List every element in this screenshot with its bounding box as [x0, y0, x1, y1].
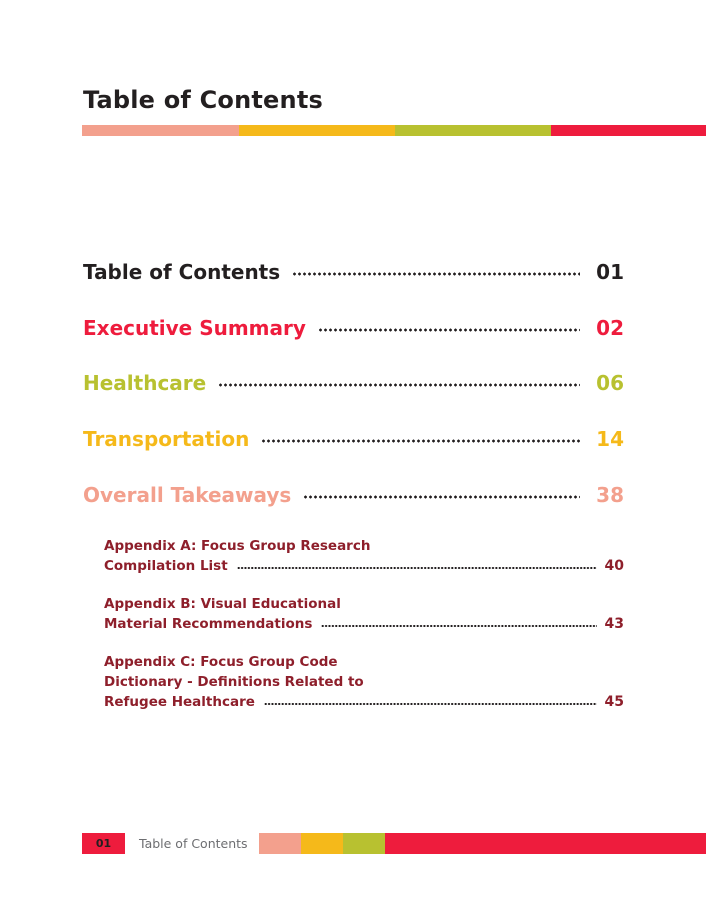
appendix-page: 40	[604, 558, 624, 574]
appendix-page: 43	[604, 616, 624, 632]
appendix-title-line: Dictionary - Definitions Related to	[104, 674, 364, 690]
toc-entry-page: 02	[596, 316, 624, 340]
stripe-segment-yellow	[239, 125, 395, 136]
toc-leader-dots	[218, 383, 580, 387]
stripe-segment-red	[551, 125, 706, 136]
page-footer: 01 Table of Contents	[82, 833, 706, 854]
appendix-title-line: Refugee Healthcare	[104, 694, 255, 710]
stripe-segment-salmon	[82, 125, 239, 136]
footer-bar-green	[343, 833, 385, 854]
toc-entry-label: Table of Contents	[83, 260, 281, 284]
toc-entry-label: Overall Takeaways	[83, 483, 292, 507]
toc-entry-page: 38	[596, 483, 624, 507]
appendix-title-line: Compilation List	[104, 558, 228, 574]
toc-leader-dots	[321, 623, 597, 628]
toc-entry-transportation[interactable]: Transportation 14	[83, 427, 624, 451]
toc-entry-page: 06	[596, 371, 624, 395]
appendix-title-line: Appendix B: Visual Educational	[104, 596, 341, 612]
toc-entry-label: Transportation	[83, 427, 250, 451]
toc-entry-page: 14	[596, 427, 624, 451]
toc-entry-page: 01	[596, 260, 624, 284]
toc-leader-dots	[236, 565, 597, 570]
appendix-title-line: Material Recommendations	[104, 616, 313, 632]
page-title: Table of Contents	[83, 86, 323, 114]
toc-entry-executive-summary[interactable]: Executive Summary 02	[83, 316, 624, 340]
toc-leader-dots	[263, 701, 597, 706]
stripe-segment-green	[395, 125, 551, 136]
toc-appendix-a[interactable]: Appendix A: Focus Group Research Compila…	[104, 536, 624, 576]
toc-appendix-c[interactable]: Appendix C: Focus Group Code Dictionary …	[104, 652, 624, 712]
toc-leader-dots	[292, 272, 580, 276]
toc-entry-label: Executive Summary	[83, 316, 306, 340]
toc-entry-overall-takeaways[interactable]: Overall Takeaways 38	[83, 483, 624, 507]
toc-leader-dots	[317, 328, 580, 332]
toc-entry-label: Healthcare	[83, 371, 207, 395]
toc-entry-healthcare[interactable]: Healthcare 06	[83, 371, 624, 395]
footer-bar-salmon	[259, 833, 301, 854]
appendix-title-line: Appendix A: Focus Group Research	[104, 538, 371, 554]
footer-bar-yellow	[301, 833, 343, 854]
footer-page-number: 01	[82, 833, 125, 854]
toc-leader-dots	[261, 439, 580, 443]
footer-bar-red	[385, 833, 706, 854]
header-color-stripe	[82, 125, 706, 136]
appendix-page: 45	[604, 694, 624, 710]
toc-leader-dots	[303, 495, 580, 499]
appendix-title-line: Appendix C: Focus Group Code	[104, 654, 338, 670]
toc-appendix-b[interactable]: Appendix B: Visual Educational Material …	[104, 594, 624, 634]
toc-entry-table-of-contents[interactable]: Table of Contents 01	[83, 260, 624, 284]
footer-section-title: Table of Contents	[139, 836, 248, 851]
